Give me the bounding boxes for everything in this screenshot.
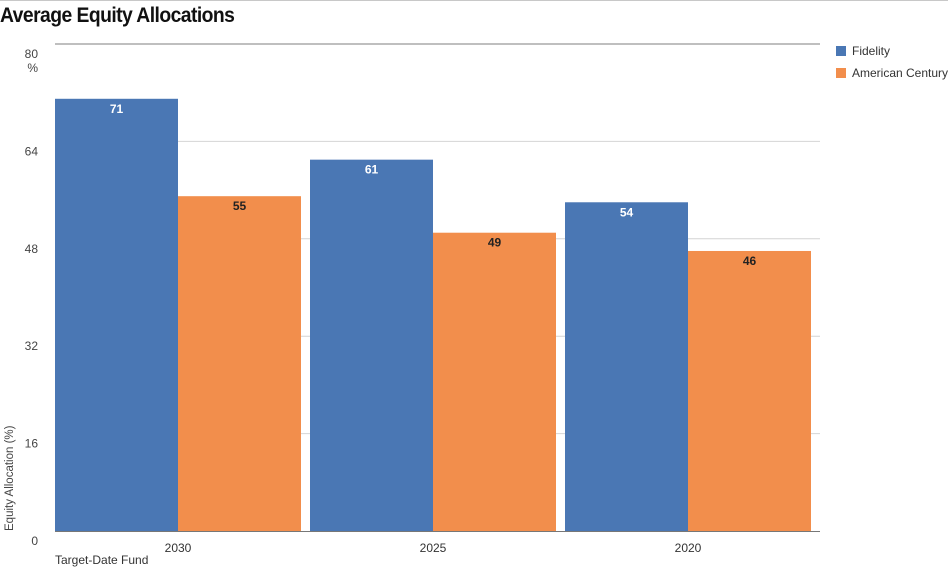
y-tick-label: 0 <box>31 534 38 548</box>
bar-fidelity-2030 <box>55 98 178 531</box>
x-axis-tick-labels: 2030 2025 2020 <box>165 541 702 555</box>
legend-label: Fidelity <box>852 44 891 58</box>
bar-american-century-2025 <box>433 232 556 531</box>
data-label: 61 <box>365 163 379 177</box>
bars <box>55 98 811 531</box>
x-tick-label: 2020 <box>675 541 702 555</box>
y-tick-label: 48 <box>25 242 39 256</box>
bar-fidelity-2020 <box>565 202 688 531</box>
y-axis-label: Equity Allocation (%) <box>4 425 16 531</box>
y-axis-ticks: 0 16 32 48 64 80 <box>25 47 39 548</box>
data-label: 55 <box>233 199 247 213</box>
y-tick-label: 16 <box>25 437 39 451</box>
chart-title: Average Equity Allocations <box>0 4 235 27</box>
legend-item: American Century <box>836 62 948 84</box>
x-tick-label: 2025 <box>420 541 447 555</box>
top-border <box>0 0 948 1</box>
y-tick-label: 64 <box>25 144 39 158</box>
legend-swatch <box>836 68 846 78</box>
bar-american-century-2020 <box>688 250 811 531</box>
data-labels: 71 55 61 49 54 46 <box>110 102 757 268</box>
y-tick-label: 32 <box>25 339 39 353</box>
x-tick-label: 2030 <box>165 541 192 555</box>
data-label: 46 <box>743 254 757 268</box>
legend: Fidelity American Century <box>836 40 948 84</box>
data-label: 49 <box>488 236 502 250</box>
bar-american-century-2030 <box>178 196 301 531</box>
legend-label: American Century <box>852 66 948 80</box>
bar-fidelity-2025 <box>310 159 433 531</box>
data-label: 71 <box>110 102 124 116</box>
legend-swatch <box>836 46 846 56</box>
legend-item: Fidelity <box>836 40 948 62</box>
y-tick-label: 80 <box>25 47 39 61</box>
x-axis-label: Target-Date Fund <box>55 553 148 567</box>
y-axis-unit: % <box>27 61 38 75</box>
data-label: 54 <box>620 205 634 219</box>
